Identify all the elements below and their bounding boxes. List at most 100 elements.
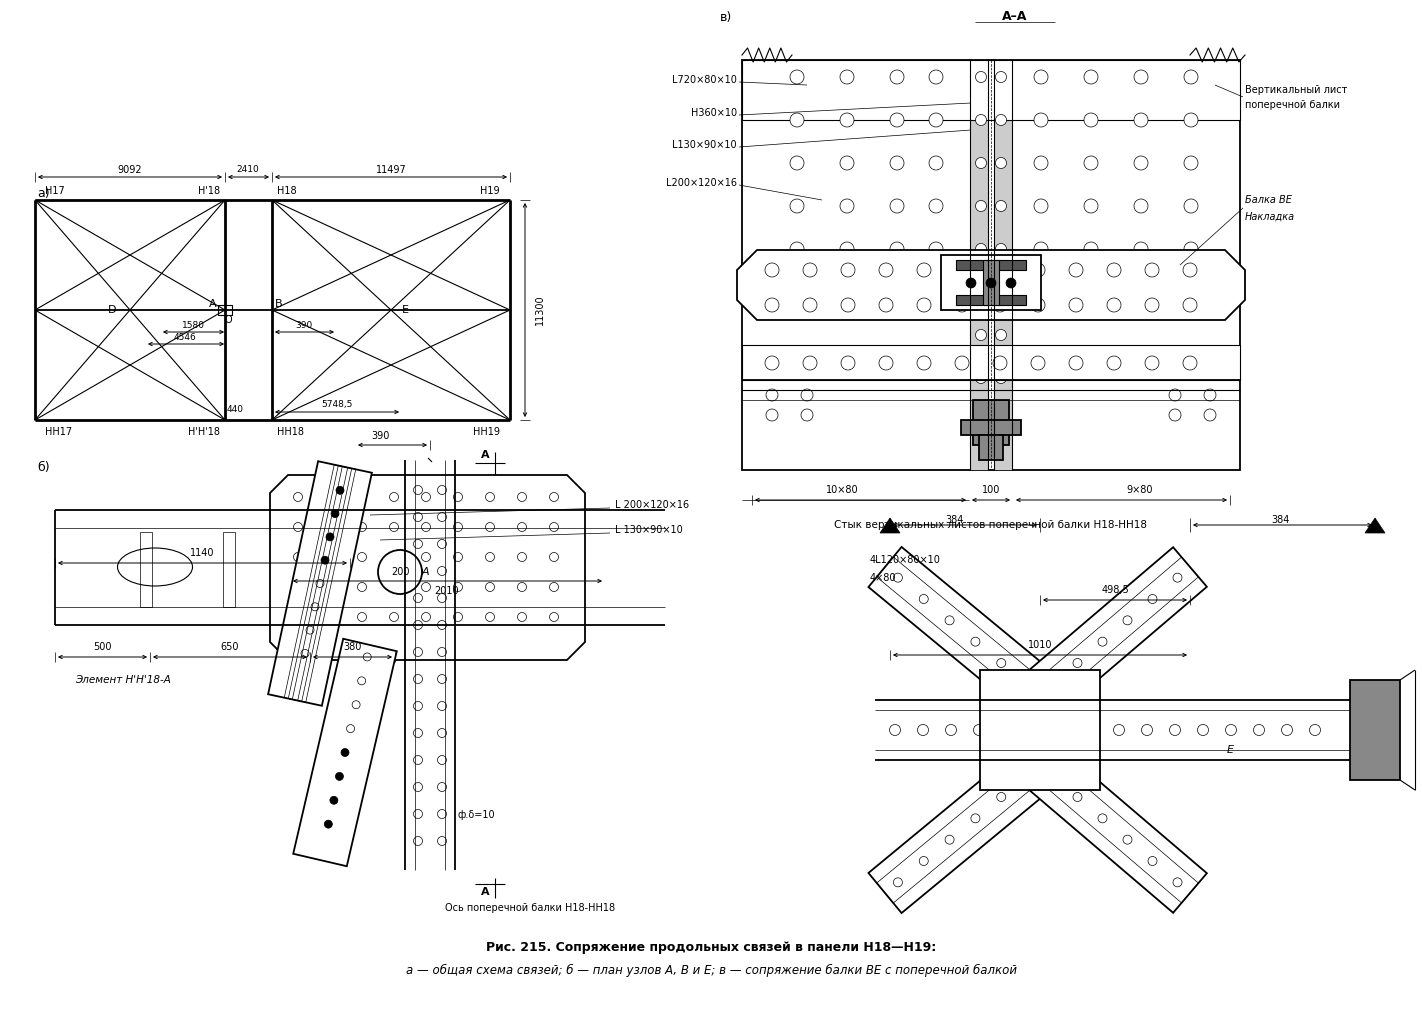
Circle shape [791, 156, 803, 170]
Circle shape [378, 550, 422, 594]
Text: 11300: 11300 [535, 295, 545, 325]
Circle shape [1281, 724, 1293, 735]
Circle shape [485, 522, 495, 531]
Circle shape [414, 647, 422, 656]
Text: 500: 500 [92, 642, 111, 652]
Circle shape [414, 567, 422, 576]
Bar [1349, 680, 1401, 780]
Text: Н'Н'18: Н'Н'18 [188, 427, 220, 437]
Circle shape [840, 242, 855, 256]
Polygon shape [737, 250, 1246, 320]
Circle shape [296, 611, 304, 619]
Circle shape [454, 493, 462, 502]
Circle shape [803, 298, 818, 312]
Circle shape [971, 637, 980, 646]
Circle shape [421, 493, 431, 502]
Circle shape [766, 389, 778, 401]
Circle shape [1185, 285, 1197, 299]
Circle shape [995, 201, 1007, 211]
Circle shape [995, 158, 1007, 169]
Circle shape [421, 583, 431, 592]
Text: Элемент Н'Н'18-А: Элемент Н'Н'18-А [75, 675, 171, 685]
Circle shape [390, 493, 398, 502]
Circle shape [1084, 199, 1098, 213]
Circle shape [414, 755, 422, 765]
Bar [980, 670, 1101, 790]
Circle shape [1142, 724, 1152, 735]
Bar [742, 60, 1240, 120]
Circle shape [518, 583, 526, 592]
Circle shape [414, 783, 422, 792]
Bar [218, 305, 232, 315]
Circle shape [438, 755, 447, 765]
Circle shape [1133, 285, 1148, 299]
Circle shape [326, 533, 334, 541]
Bar [956, 260, 1027, 270]
Text: D: D [108, 305, 117, 315]
Text: 380: 380 [343, 642, 361, 652]
Text: 440: 440 [226, 405, 243, 414]
Circle shape [801, 409, 813, 421]
Polygon shape [1022, 745, 1207, 913]
Circle shape [1069, 263, 1084, 277]
Circle shape [1034, 70, 1048, 84]
Text: НН18: НН18 [277, 427, 304, 437]
Circle shape [840, 70, 855, 84]
Circle shape [1133, 70, 1148, 84]
Circle shape [1031, 356, 1045, 370]
Text: НН17: НН17 [46, 427, 73, 437]
Text: в): в) [720, 10, 732, 23]
Circle shape [1183, 263, 1197, 277]
Circle shape [1106, 356, 1121, 370]
Circle shape [549, 493, 559, 502]
Circle shape [919, 856, 929, 866]
Circle shape [975, 373, 987, 384]
Bar [970, 60, 988, 470]
Bar [983, 260, 1000, 305]
Circle shape [840, 113, 855, 127]
Circle shape [353, 701, 360, 709]
Circle shape [306, 626, 314, 634]
Circle shape [995, 72, 1007, 83]
Circle shape [1005, 278, 1015, 288]
Circle shape [1034, 156, 1048, 170]
Circle shape [485, 612, 495, 621]
Circle shape [438, 783, 447, 792]
Circle shape [840, 156, 855, 170]
Circle shape [1001, 724, 1012, 735]
Text: 10×80: 10×80 [826, 485, 859, 495]
Circle shape [326, 493, 334, 502]
Circle shape [454, 612, 462, 621]
Circle shape [803, 356, 818, 370]
Circle shape [326, 552, 334, 562]
Circle shape [1123, 835, 1132, 844]
Circle shape [975, 72, 987, 83]
Circle shape [454, 583, 462, 592]
Text: B: B [276, 299, 283, 309]
Circle shape [293, 552, 303, 562]
Circle shape [438, 567, 447, 576]
Circle shape [549, 552, 559, 562]
Circle shape [1197, 724, 1209, 735]
Circle shape [390, 612, 398, 621]
Circle shape [929, 242, 943, 256]
Circle shape [321, 611, 328, 619]
Circle shape [890, 242, 904, 256]
Circle shape [840, 298, 855, 312]
Circle shape [995, 373, 1007, 384]
Circle shape [893, 878, 903, 887]
Circle shape [1145, 298, 1159, 312]
Circle shape [1058, 724, 1068, 735]
Circle shape [485, 552, 495, 562]
Text: 1140: 1140 [189, 548, 215, 558]
Circle shape [414, 512, 422, 521]
Circle shape [358, 677, 365, 685]
Text: L 130×90×10: L 130×90×10 [614, 525, 683, 535]
Circle shape [1022, 772, 1031, 780]
Circle shape [1048, 680, 1057, 689]
Circle shape [321, 516, 328, 524]
Text: а — общая схема связей; б — план узлов A, B и E; в — сопряжение балки ВЕ с попер: а — общая схема связей; б — план узлов A… [405, 964, 1017, 977]
Circle shape [1084, 285, 1098, 299]
Circle shape [917, 724, 929, 735]
Circle shape [1133, 156, 1148, 170]
